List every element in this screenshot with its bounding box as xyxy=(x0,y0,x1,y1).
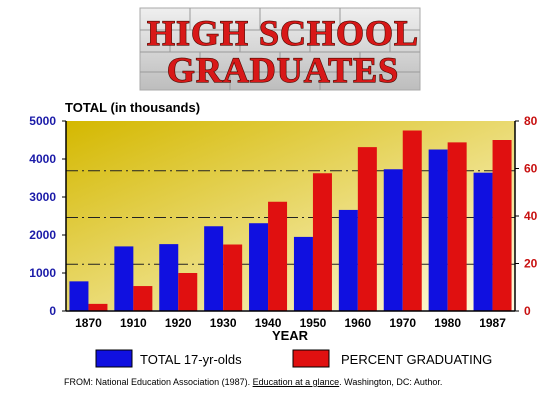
tick-label-x-1870: 1870 xyxy=(75,316,102,330)
bar-percent-1950 xyxy=(312,173,332,311)
bar-total-1910 xyxy=(114,246,134,311)
tick-label-left-2000: 2000 xyxy=(29,228,56,242)
bar-total-1920 xyxy=(159,244,179,311)
tick-label-left-5000: 5000 xyxy=(29,114,56,128)
tick-label-right-0: 0 xyxy=(524,304,531,318)
tick-label-right-80: 80 xyxy=(524,114,538,128)
bar-total-1987 xyxy=(473,172,493,311)
left-axis-ticks: 0 1000 2000 3000 4000 5000 xyxy=(29,114,66,318)
x-axis-label: YEAR xyxy=(272,328,309,343)
bar-percent-1960 xyxy=(357,147,377,311)
legend-label-percent: PERCENT GRADUATING xyxy=(341,352,492,367)
title-stone-background xyxy=(139,7,421,91)
tick-label-x-1950: 1950 xyxy=(300,316,327,330)
title-stone-cracks xyxy=(140,8,420,90)
tick-label-right-60: 60 xyxy=(524,162,538,176)
bar-total-1970 xyxy=(383,169,403,311)
legend: TOTAL 17-yr-olds PERCENT GRADUATING xyxy=(95,349,492,368)
tick-label-left-3000: 3000 xyxy=(29,190,56,204)
bar-total-1940 xyxy=(249,223,269,311)
source-suffix: . Washington, DC: Author. xyxy=(339,377,443,387)
tick-label-x-1910: 1910 xyxy=(120,316,147,330)
source-title: Education at a glance xyxy=(252,377,340,387)
tick-label-right-20: 20 xyxy=(524,257,538,271)
tick-label-x-1987: 1987 xyxy=(479,316,506,330)
chart-title: HIGH SCHOOL GRADUATES xyxy=(139,7,421,91)
bar-percent-1930 xyxy=(223,244,243,311)
bar-percent-1920 xyxy=(178,273,198,311)
tick-label-x-1920: 1920 xyxy=(165,316,192,330)
bar-percent-1970 xyxy=(402,130,422,311)
x-axis-ticks: 1870 1910 1920 1930 1940 1950 1960 1970 1980 1987 xyxy=(75,316,506,330)
source-citation: FROM: National Education Association (19… xyxy=(64,377,442,387)
bar-total-1870 xyxy=(69,281,89,311)
legend-swatch-total xyxy=(95,349,133,368)
tick-label-right-40: 40 xyxy=(524,209,538,223)
bar-percent-1870 xyxy=(88,303,108,311)
tick-label-x-1980: 1980 xyxy=(434,316,461,330)
bar-total-1980 xyxy=(428,149,448,311)
bar-percent-1910 xyxy=(133,286,153,311)
bar-percent-1980 xyxy=(447,142,467,311)
tick-label-x-1960: 1960 xyxy=(344,316,371,330)
legend-swatch-percent xyxy=(292,349,330,368)
bar-total-1960 xyxy=(338,209,358,311)
bar-total-1930 xyxy=(204,226,224,311)
tick-label-left-1000: 1000 xyxy=(29,266,56,280)
source-prefix: FROM: National Education Association (19… xyxy=(64,377,253,387)
bar-percent-1987 xyxy=(492,140,512,311)
bar-percent-1940 xyxy=(268,201,288,311)
bars xyxy=(69,130,512,311)
right-axis-ticks: 0 20 40 60 80 xyxy=(515,114,538,318)
legend-label-total: TOTAL 17-yr-olds xyxy=(140,352,242,367)
tick-label-left-4000: 4000 xyxy=(29,152,56,166)
title-line-2: GRADUATES xyxy=(167,50,399,90)
tick-label-left-0: 0 xyxy=(49,304,56,318)
bar-total-1950 xyxy=(293,236,313,311)
tick-label-x-1970: 1970 xyxy=(389,316,416,330)
tick-label-x-1940: 1940 xyxy=(255,316,282,330)
title-line-1: HIGH SCHOOL xyxy=(147,13,419,53)
y-axis-label: TOTAL (in thousands) xyxy=(65,100,200,115)
tick-label-x-1930: 1930 xyxy=(210,316,237,330)
